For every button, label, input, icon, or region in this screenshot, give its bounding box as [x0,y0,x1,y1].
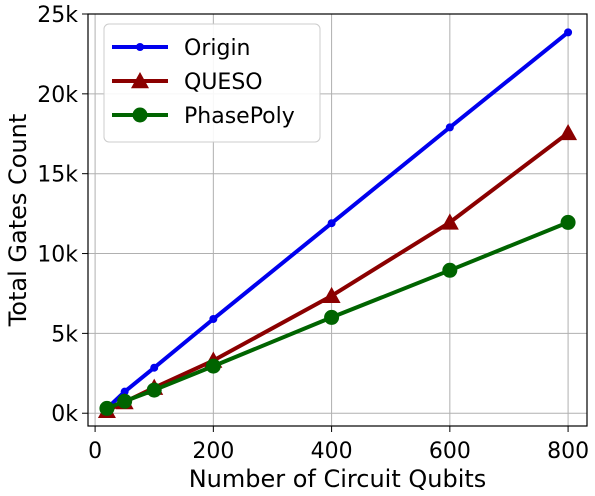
data-point-phasepoly [324,309,340,325]
x-axis-label: Number of Circuit Qubits [189,465,487,493]
y-tick-label: 20k [37,83,78,108]
legend-marker-phasepoly [132,107,148,123]
plot-frame [87,13,588,427]
data-point-phasepoly [560,214,576,230]
data-point-queso [440,213,459,230]
data-point-origin [120,387,129,396]
x-tick-label: 800 [547,439,589,464]
data-point-queso [559,123,578,141]
data-point-phasepoly [442,262,458,278]
y-tick-label: 5k [51,322,78,347]
legend: Origin QUESO PhasePoly [103,23,321,143]
legend-label-origin: Origin [184,36,251,61]
x-tick-label: 200 [192,439,234,464]
data-point-origin [564,28,573,37]
x-tick-label: 0 [88,439,102,464]
data-point-origin [327,219,336,228]
legend-marker-queso [131,72,149,89]
x-tick-label: 600 [429,439,471,464]
legend-box [103,23,321,143]
y-tick-label: 25k [37,3,78,28]
data-point-phasepoly [146,382,162,398]
ticks: 0 200 400 600 800 0k 5k 10k 15k 20k 25k [37,3,589,464]
legend-label-queso: QUESO [184,70,263,95]
series-layer [97,28,578,419]
data-point-phasepoly [99,400,115,416]
data-point-queso [322,286,341,304]
data-point-origin [150,363,159,372]
y-tick-label: 0k [51,402,78,427]
legend-label-phasepoly: PhasePoly [184,104,295,129]
series-phasepoly [99,214,576,416]
data-point-origin [445,123,454,132]
legend-marker-origin [136,43,144,51]
y-tick-label: 15k [37,163,78,188]
y-axis-label: Total Gates Count [4,114,32,328]
x-tick-label: 400 [311,439,353,464]
data-point-phasepoly [117,393,133,409]
data-point-phasepoly [205,358,221,374]
data-point-origin [209,315,218,324]
y-tick-label: 10k [37,243,78,268]
